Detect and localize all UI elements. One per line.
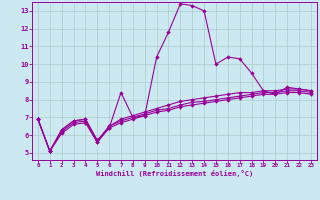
X-axis label: Windchill (Refroidissement éolien,°C): Windchill (Refroidissement éolien,°C) <box>96 170 253 177</box>
